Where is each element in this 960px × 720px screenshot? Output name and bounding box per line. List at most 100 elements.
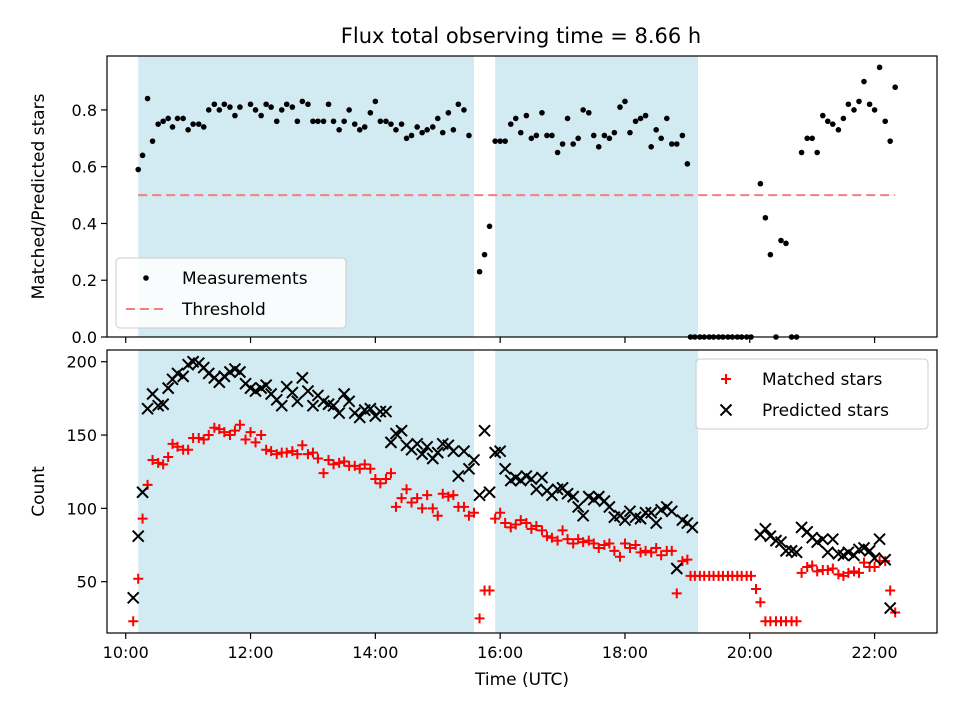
matched-point [229,425,240,436]
matched-point [671,588,682,599]
predicted-point [670,562,683,575]
measurement-point [310,118,316,125]
measurement-point [367,109,374,116]
predicted-point [337,387,351,401]
measurement-point [356,126,363,133]
measurement-point [679,132,686,139]
matched-point [271,449,282,460]
matched-point [521,518,532,529]
matched-point [869,562,880,573]
matched-point [448,490,459,501]
predicted-point [863,544,876,558]
predicted-point [353,411,366,424]
bottom-y-tick-label: 100 [66,499,97,518]
predicted-point [473,488,486,502]
matched-point [292,449,303,460]
predicted-point [639,506,652,519]
matched-point [578,537,589,548]
top-panel-ratio: 0.0 0.2 0.4 0.6 0.8 Matched/Predicted stars Me… [29,55,938,347]
matched-point [224,430,235,441]
predicted-point [127,591,140,605]
measurement-point [783,240,789,247]
measurement-point [762,214,769,221]
matched-point [640,545,651,556]
matched-point [137,513,148,524]
matched-point [746,570,757,581]
bottom-y-axis-label: Count [29,466,49,517]
legend-label: Measurements [182,269,308,289]
measurement-point [263,101,269,108]
top-legend: Measurements Threshold [115,257,347,329]
measurement-point [398,121,405,127]
matched-point [390,501,401,512]
x-tick-label: 10:00 [103,643,149,662]
predicted-point [420,440,434,453]
predicted-point [603,500,616,514]
measurement-point [549,132,555,139]
measurement-point [227,104,233,110]
measurement-point [663,115,670,122]
measurement-point [237,104,243,110]
measurement-point [757,180,764,187]
predicted-point [774,535,788,549]
measurement-point [211,101,218,108]
measurement-point [851,107,857,113]
x-tick-label: 14:00 [352,643,398,662]
matched-point [604,538,615,549]
matched-point [515,515,526,526]
measurement-point [273,118,280,125]
measurement-point [403,135,410,142]
matched-point [261,444,272,455]
measurement-point [658,135,664,142]
measurement-point [283,101,290,108]
measurement-point [351,121,358,127]
measurement-point [528,135,535,142]
measurement-point [804,135,810,142]
measurement-point [419,129,425,136]
predicted-point [327,399,340,412]
matched-point [312,453,323,464]
measurement-point [492,138,498,144]
matched-point [245,427,256,438]
matched-point [240,434,251,445]
bottom-panel-counts: 50 100 150 200 10:00 12:00 14:00 16:00 18:00 20:0… [29,349,938,690]
predicted-point [379,405,393,418]
matched-point [380,474,391,485]
legend-box [695,358,929,430]
predicted-point [779,544,793,558]
measurement-point [585,109,592,116]
measurement-point [258,112,264,119]
measurement-point [144,95,151,102]
matched-point [302,449,313,460]
matched-point [385,468,396,479]
predicted-point [816,532,830,546]
measurement-point [216,107,223,113]
measurement-point [461,107,467,113]
matched-point [796,567,807,578]
matched-point [318,468,329,479]
measurement-point [617,104,623,110]
matched-point [256,430,267,441]
matched-point [375,478,386,489]
matched-point [323,454,334,465]
measurement-point [294,118,301,125]
measurement-point [601,132,608,139]
measurement-point [627,129,633,136]
matched-point [651,542,662,553]
matched-point [624,542,635,553]
matched-point [203,430,214,441]
predicted-point [883,601,897,615]
measurement-point [268,104,274,110]
predicted-point [478,424,491,437]
matched-point [365,463,376,474]
predicted-point [457,444,471,458]
measurement-point [533,132,540,139]
predicted-point [665,505,678,518]
measurement-point [497,138,503,144]
predicted-point [141,402,154,415]
matched-point [557,525,568,536]
measurement-point [486,223,493,230]
measurement-point [174,115,181,122]
measurement-point [346,107,352,113]
